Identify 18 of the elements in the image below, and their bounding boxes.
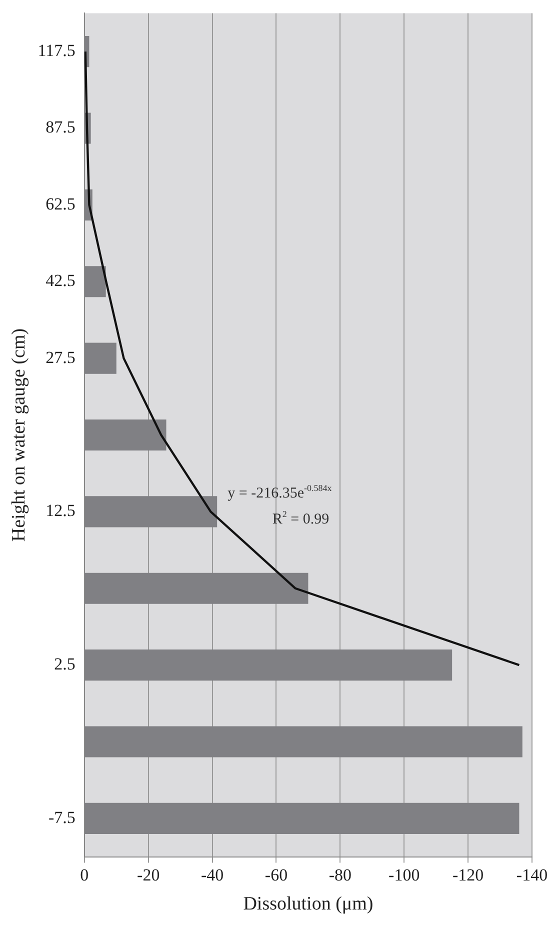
x-tick-label: -80 — [328, 865, 352, 884]
y-tick-label: 2.5 — [54, 654, 76, 674]
y-axis-title: Height on water gauge (cm) — [8, 328, 30, 542]
x-axis-title: Dissolution (μm) — [243, 894, 374, 915]
x-tick-label: -40 — [200, 865, 224, 884]
y-tick-label: 117.5 — [38, 41, 76, 60]
x-tick-label: -120 — [452, 865, 484, 884]
x-tick-label: -100 — [388, 865, 420, 884]
x-tick-label: 0 — [80, 865, 89, 884]
y-tick-label: 87.5 — [46, 118, 76, 137]
y-tick-label: 27.5 — [46, 348, 76, 367]
x-tick-label: -140 — [516, 865, 548, 884]
y-tick-label: 12.5 — [46, 501, 76, 520]
y-tick-label: -7.5 — [48, 808, 76, 827]
x-tick-label: -20 — [137, 865, 160, 884]
y-tick-label: 42.5 — [46, 271, 76, 290]
y-tick-label: 62.5 — [46, 194, 76, 214]
x-tick-label: -60 — [264, 865, 288, 884]
